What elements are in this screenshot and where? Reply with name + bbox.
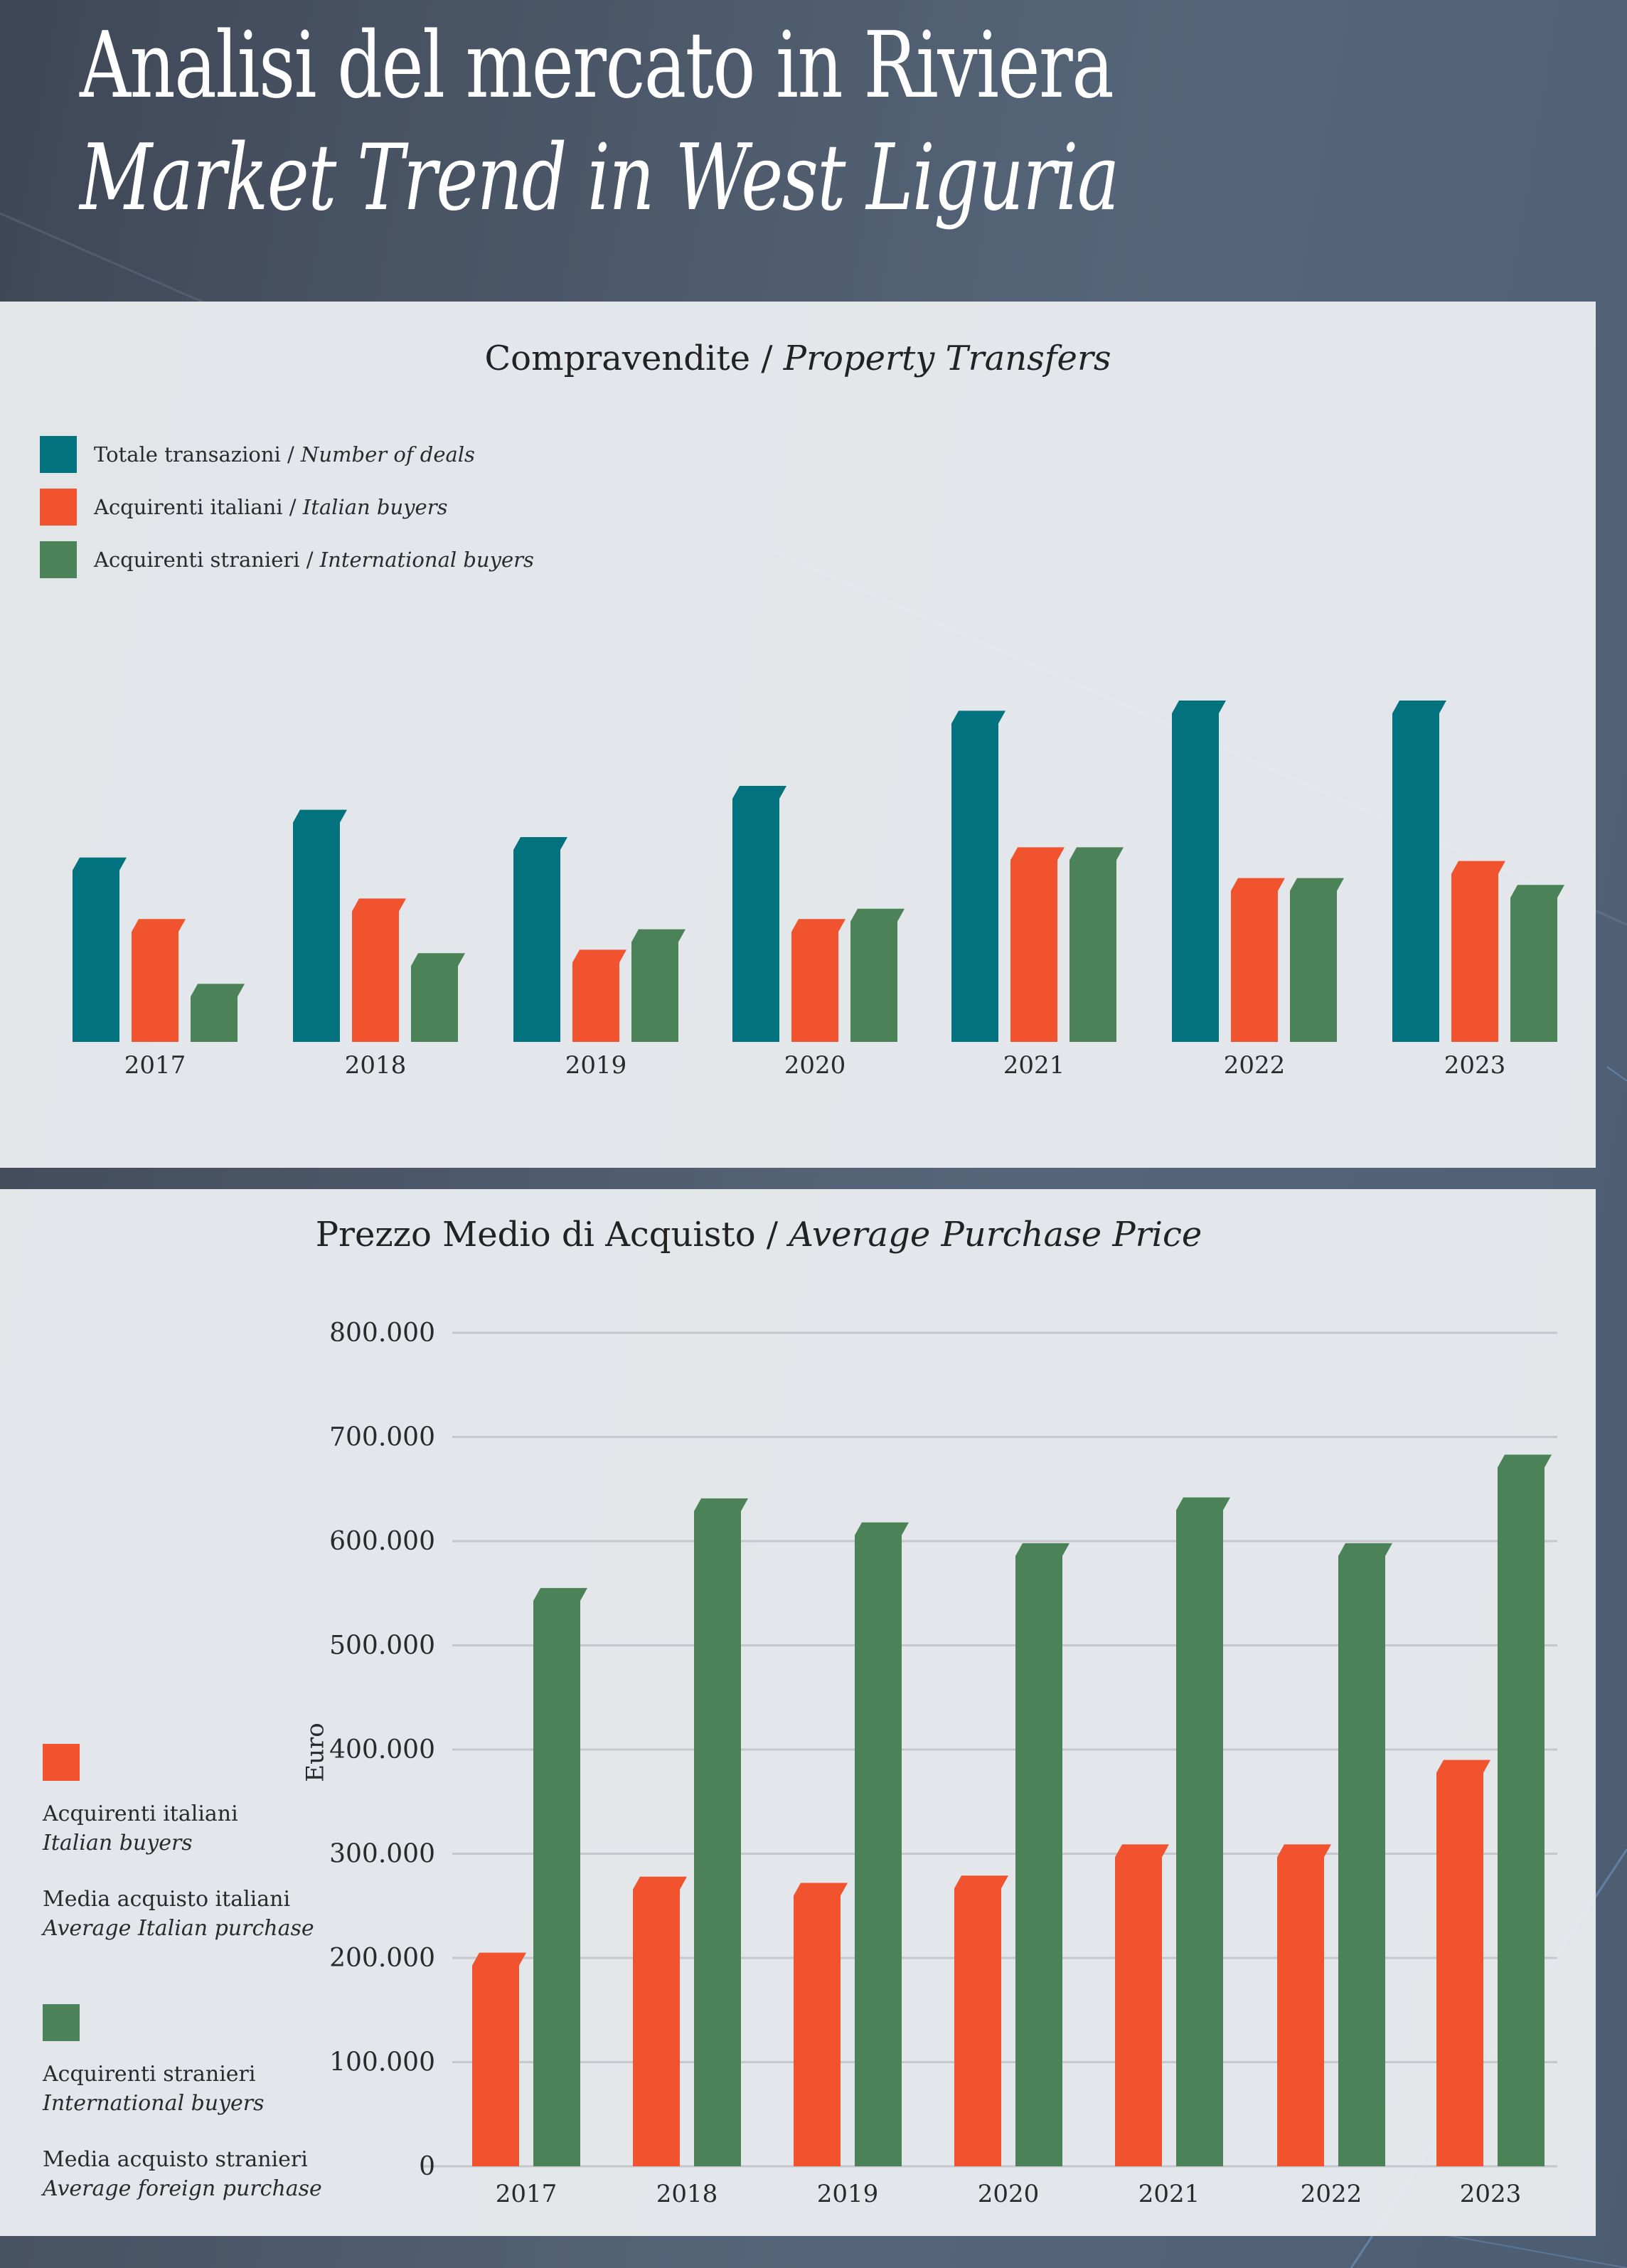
- bar-italian: [1451, 861, 1505, 1042]
- bar-total: [293, 809, 347, 1042]
- bar-international: [1015, 1543, 1069, 2166]
- legend-label-en: Italian buyers: [43, 1831, 193, 1856]
- title-english: Market Trend in West Liguria: [80, 125, 1119, 231]
- bar-international: [855, 1522, 909, 2166]
- page-header: Analisi del mercato in Riviera Market Tr…: [80, 13, 1412, 232]
- bar-italian: [954, 1875, 1008, 2166]
- bar-total: [951, 710, 1005, 1042]
- legend-label-en: Italian buyers: [302, 495, 448, 519]
- x-tick-label: 2018: [345, 1051, 407, 1080]
- bar-international: [1338, 1543, 1392, 2166]
- legend-label-en: International buyers: [319, 548, 534, 572]
- bar-italian: [132, 919, 186, 1042]
- legend-desc-it: Media acquisto stranieri: [43, 2147, 308, 2172]
- x-tick-label: 2023: [1444, 1051, 1506, 1080]
- x-tick-label: 2022: [1224, 1051, 1286, 1080]
- average-price-chart: 0 100.000 200.000 300.000 400.000 500.000 600.…: [329, 1319, 1557, 2208]
- chart-title-it: Prezzo Medio di Acquisto: [315, 1215, 756, 1255]
- x-tick-label: 2021: [1003, 1051, 1065, 1080]
- legend-label-en: International buyers: [43, 2091, 265, 2116]
- y-tick-label: 200.000: [329, 1944, 435, 1973]
- legend-label-it: Acquirenti italiani: [43, 1801, 238, 1826]
- property-transfers-panel: Compravendite / Property Transfers Total…: [0, 302, 1596, 1168]
- x-tick-label: 2020: [784, 1051, 846, 1080]
- bar-italian: [572, 949, 626, 1042]
- title-italian: Analisi del mercato in Riviera: [80, 13, 1114, 119]
- legend-label-it: Acquirenti stranieri: [94, 548, 300, 572]
- bar-total: [513, 837, 567, 1042]
- legend: Acquirenti italiani Italian buyers Media…: [43, 1744, 322, 2230]
- bar-total: [1392, 701, 1446, 1042]
- bar-international: [1069, 847, 1124, 1042]
- bar-international: [1498, 1454, 1552, 2166]
- bar-international: [694, 1498, 748, 2166]
- legend-swatch-green: [40, 541, 77, 578]
- legend-desc-it: Media acquisto italiani: [43, 1887, 291, 1912]
- bar-international: [191, 984, 245, 1042]
- y-tick-label: 0: [419, 2152, 435, 2181]
- y-tick-label: 400.000: [329, 1735, 435, 1764]
- x-tick-label: 2022: [1301, 2180, 1362, 2208]
- x-tick-label: 2019: [565, 1051, 627, 1080]
- legend-swatch-orange: [40, 489, 77, 526]
- legend-description: Media acquisto italiani Average Italian …: [43, 1885, 322, 1943]
- bar-international: [1510, 885, 1564, 1042]
- bar-international: [1176, 1497, 1230, 2166]
- legend-label-it: Acquirenti stranieri: [43, 2062, 256, 2087]
- bar-italian: [633, 1876, 687, 2166]
- average-price-panel: Prezzo Medio di Acquisto / Average Purch…: [0, 1189, 1596, 2236]
- bar-italian: [1436, 1759, 1490, 2166]
- legend-swatch-green: [43, 2004, 80, 2041]
- y-tick-label: 500.000: [329, 1631, 435, 1661]
- x-tick-label: 2019: [817, 2180, 879, 2208]
- chart-title-it: Compravendite: [484, 339, 751, 378]
- x-tick-label: 2017: [124, 1051, 186, 1080]
- bar-italian: [794, 1883, 848, 2166]
- chart-title-en: Property Transfers: [783, 339, 1111, 378]
- y-tick-label: 300.000: [329, 1840, 435, 1869]
- bar-italian: [352, 898, 406, 1042]
- x-tick-label: 2018: [656, 2180, 718, 2208]
- legend-item: Acquirenti stranieri International buyer…: [43, 2060, 322, 2118]
- legend: Totale transazioni / Number of deals Acq…: [40, 428, 534, 586]
- property-transfers-chart: 2017 2018 2019 2020 2021 2022 2023: [73, 701, 1564, 1080]
- x-tick-label: 2020: [978, 2180, 1040, 2208]
- y-tick-label: 100.000: [329, 2048, 435, 2077]
- x-tick-label: 2021: [1138, 2180, 1200, 2208]
- bar-italian: [791, 919, 845, 1042]
- chart-title: Prezzo Medio di Acquisto / Average Purch…: [315, 1215, 1202, 1255]
- bar-international: [1290, 878, 1344, 1042]
- legend-swatch-teal: [40, 436, 77, 473]
- bar-total: [1172, 701, 1226, 1042]
- legend-description: Media acquisto stranieri Average foreign…: [43, 2145, 322, 2203]
- legend-label-en: Number of deals: [301, 442, 475, 467]
- legend-desc-en: Average Italian purchase: [43, 1916, 314, 1941]
- y-tick-label: 700.000: [329, 1423, 435, 1452]
- bar-total: [73, 857, 127, 1042]
- x-tick-label: 2017: [496, 2180, 558, 2208]
- legend-label-it: Totale transazioni: [94, 442, 281, 467]
- bar-international: [411, 953, 465, 1042]
- legend-swatch-orange: [43, 1744, 80, 1781]
- legend-item: Totale transazioni / Number of deals: [40, 428, 534, 481]
- legend-label-it: Acquirenti italiani: [94, 495, 283, 519]
- y-tick-label: 600.000: [329, 1527, 435, 1556]
- bar-international: [631, 929, 686, 1042]
- bar-italian: [1231, 878, 1285, 1042]
- legend-item: Acquirenti stranieri / International buy…: [40, 533, 534, 586]
- chart-title: Compravendite / Property Transfers: [484, 339, 1111, 378]
- x-tick-label: 2023: [1460, 2180, 1522, 2208]
- bar-international: [533, 1587, 587, 2166]
- bar-total: [732, 786, 786, 1042]
- legend-desc-en: Average foreign purchase: [43, 2176, 322, 2201]
- bar-italian: [1010, 847, 1065, 1042]
- bar-italian: [1277, 1844, 1331, 2166]
- bar-international: [850, 908, 905, 1042]
- bar-italian: [1115, 1844, 1169, 2166]
- bar-italian: [472, 1952, 526, 2166]
- chart-title-en: Average Purchase Price: [789, 1215, 1202, 1255]
- legend-item: Acquirenti italiani / Italian buyers: [40, 481, 534, 533]
- y-tick-label: 800.000: [329, 1319, 435, 1348]
- legend-item: Acquirenti italiani Italian buyers: [43, 1799, 322, 1858]
